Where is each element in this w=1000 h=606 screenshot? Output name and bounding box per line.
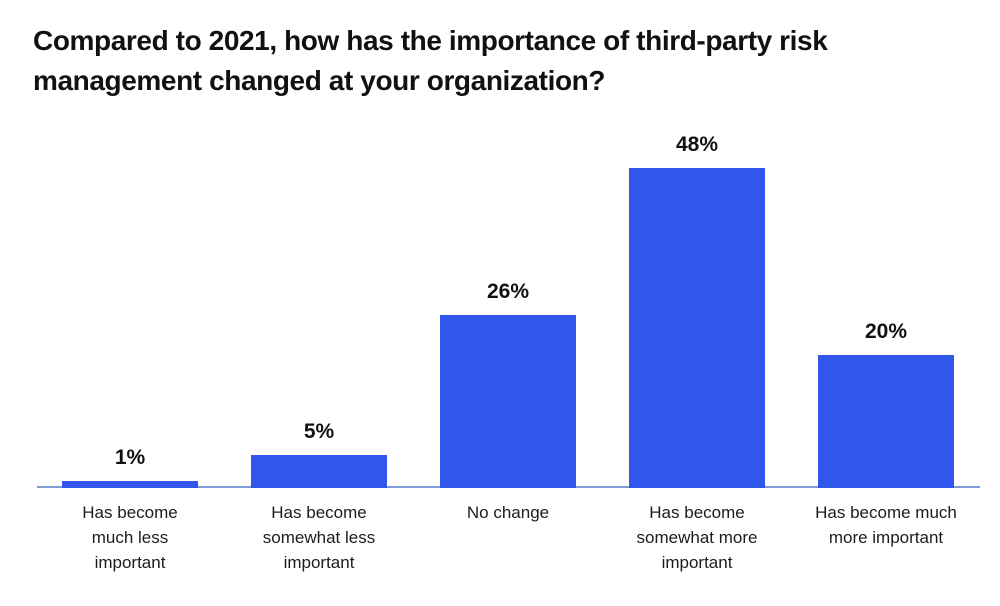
bar [818,355,954,488]
category-label: No change [466,503,550,522]
bar-column: 1% [62,446,198,488]
bar-value-label: 48% [675,133,719,156]
bar-column: 5% [251,420,387,488]
bar-value-label: 1% [114,446,146,469]
category-label: Has become somewhat less important [262,503,376,572]
bar [629,168,765,488]
category-label: Has become somewhat more important [636,503,758,572]
bar-column: 26% [440,280,576,488]
bar-value-label: 5% [303,420,335,443]
bar-value-label: 26% [486,280,530,303]
bar [62,481,198,488]
category-label: Has become much more important [815,503,957,547]
chart-title: Compared to 2021, how has the importance… [33,25,828,96]
bar [440,315,576,488]
bar [251,455,387,488]
bar-column: 20% [818,320,954,488]
bar-column: 48% [629,133,765,488]
bar-value-label: 20% [864,320,908,343]
category-label: Has become much less important [82,503,178,572]
